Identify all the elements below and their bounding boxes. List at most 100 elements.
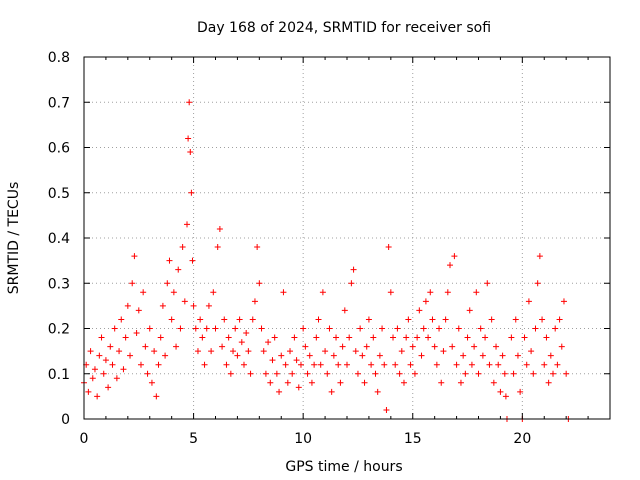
data-point [85, 388, 92, 395]
data-point [376, 352, 383, 359]
data-point [89, 375, 96, 382]
data-point [460, 352, 467, 359]
data-point [422, 298, 429, 305]
data-point [368, 361, 375, 368]
data-point [170, 289, 177, 296]
data-point [319, 289, 326, 296]
data-point [133, 330, 140, 337]
data-point [94, 393, 101, 400]
data-point [188, 189, 195, 196]
data-point [370, 334, 377, 341]
data-point [348, 280, 355, 287]
data-point [201, 361, 208, 368]
data-point [462, 370, 469, 377]
y-tick-label: 0 [61, 412, 70, 428]
data-point [302, 343, 309, 350]
data-point [431, 343, 438, 350]
data-point [311, 361, 318, 368]
data-points [81, 99, 572, 422]
data-point [219, 343, 226, 350]
chart-title: Day 168 of 2024, SRMTID for receiver sof… [197, 20, 491, 36]
data-point [306, 352, 313, 359]
data-point [208, 348, 215, 355]
data-point [267, 379, 274, 386]
data-point [350, 266, 357, 273]
data-point [414, 334, 421, 341]
data-point [333, 334, 340, 341]
data-point [148, 379, 155, 386]
data-point [550, 370, 557, 377]
data-point [346, 334, 353, 341]
data-point [300, 325, 307, 332]
data-point [287, 348, 294, 355]
data-point [407, 361, 414, 368]
data-point [127, 352, 134, 359]
x-tick-labels: 0 5 10 15 20 [80, 431, 532, 447]
data-point [508, 334, 515, 341]
data-point [471, 343, 478, 350]
data-point [225, 334, 232, 341]
x-axis-label: GPS time / hours [285, 459, 402, 475]
data-point [543, 334, 550, 341]
data-point [477, 325, 484, 332]
x-tick-label: 10 [294, 431, 312, 447]
y-tick-label: 0.7 [48, 95, 70, 111]
x-tick-label: 20 [513, 431, 531, 447]
data-point [405, 316, 412, 323]
data-point [192, 325, 199, 332]
data-point [258, 325, 265, 332]
data-point [473, 289, 480, 296]
data-point [387, 289, 394, 296]
data-point [162, 352, 169, 359]
data-point [536, 253, 543, 260]
data-point [243, 330, 250, 337]
data-point [260, 348, 267, 355]
data-point [403, 334, 410, 341]
data-point [186, 99, 193, 106]
data-point [418, 352, 425, 359]
data-point [425, 334, 432, 341]
data-point [155, 361, 162, 368]
data-point [304, 370, 311, 377]
data-point [131, 253, 138, 260]
data-point [324, 370, 331, 377]
data-point [113, 375, 120, 382]
data-point [185, 135, 192, 142]
data-point [284, 379, 291, 386]
data-point [269, 357, 276, 364]
data-point [315, 316, 322, 323]
data-point [91, 366, 98, 373]
data-point [297, 361, 304, 368]
data-point [479, 352, 486, 359]
data-point [190, 302, 197, 309]
data-point [100, 370, 107, 377]
data-point [411, 370, 418, 377]
data-point [361, 379, 368, 386]
data-point [381, 361, 388, 368]
data-point [457, 379, 464, 386]
data-point [528, 348, 535, 355]
data-point [189, 257, 196, 264]
data-point [221, 316, 228, 323]
data-point [436, 325, 443, 332]
data-point [151, 348, 158, 355]
data-point [146, 325, 153, 332]
data-point [205, 302, 212, 309]
data-point [427, 289, 434, 296]
y-tick-label: 0.2 [48, 322, 70, 338]
data-point [124, 302, 131, 309]
data-point [273, 370, 280, 377]
data-point [282, 361, 289, 368]
data-point [468, 361, 475, 368]
data-point [429, 316, 436, 323]
data-point [539, 316, 546, 323]
data-point [216, 225, 223, 232]
data-point [245, 348, 252, 355]
data-point [313, 334, 320, 341]
data-point [140, 289, 147, 296]
data-point [157, 334, 164, 341]
data-point [236, 316, 243, 323]
data-point [530, 370, 537, 377]
data-point [144, 370, 151, 377]
data-point [385, 244, 392, 251]
